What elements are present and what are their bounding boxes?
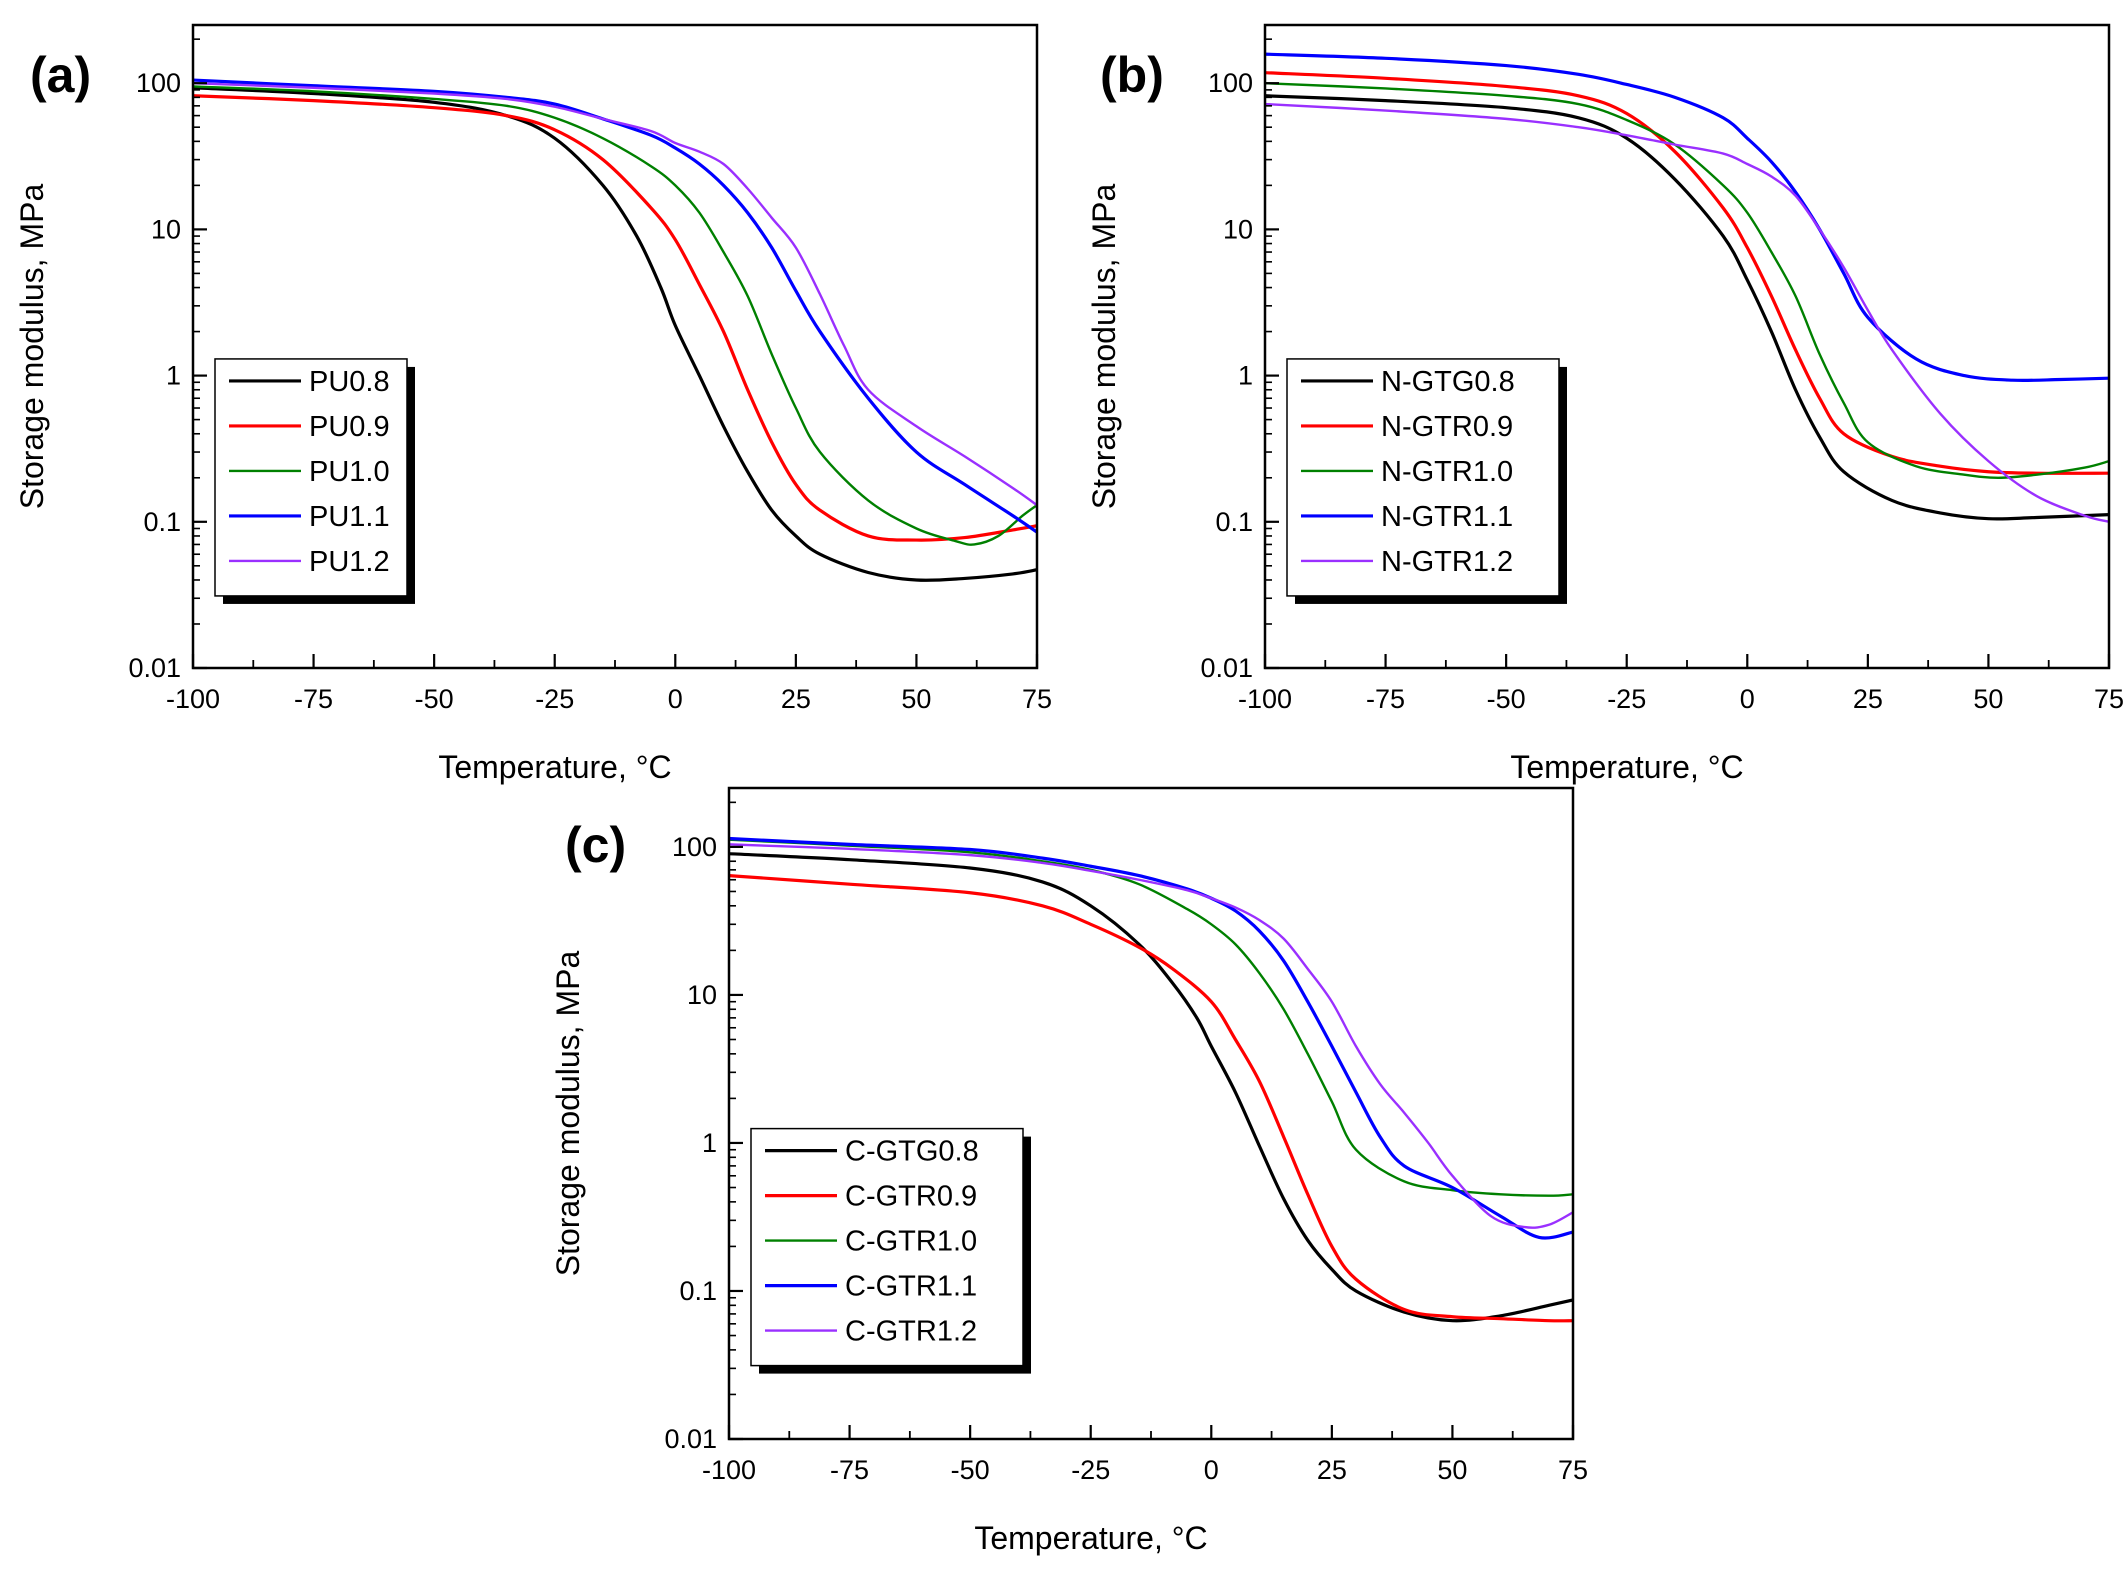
x-tick-label: -75	[830, 1455, 869, 1485]
x-tick-label: 25	[781, 684, 811, 714]
y-axis-title: Storage modulus, MPa	[14, 184, 50, 510]
series-line-pu1-2	[193, 81, 1037, 507]
y-tick-label: 0.1	[143, 507, 181, 537]
x-tick-label: -50	[415, 684, 454, 714]
legend: C-GTG0.8 C-GTR0.9 C-GTR1.0 C-GTR1.1 C-GTR1.2	[750, 1127, 1031, 1374]
y-tick-label: 1	[166, 361, 181, 391]
legend-box	[1286, 358, 1560, 597]
legend: PU0.8 PU0.9 PU1.0 PU1.1 PU1.2	[214, 358, 415, 604]
x-tick-label: -25	[1607, 684, 1646, 714]
y-tick-label: 10	[1223, 214, 1253, 244]
legend-label: C-GTR1.0	[845, 1226, 977, 1258]
y-tick-label: 100	[672, 832, 717, 862]
panel-b: -100 -75 -50 -25 0 25 50 75 0.01 0.1 1 10 100 Tempera…	[1086, 23, 2124, 785]
x-tick-label: -75	[1366, 684, 1405, 714]
x-tick-label: 0	[1740, 684, 1755, 714]
x-tick-label: 75	[2094, 684, 2124, 714]
x-tick-label: 50	[901, 684, 931, 714]
y-tick-label: 0.01	[1200, 653, 1253, 683]
x-tick-label: 25	[1853, 684, 1883, 714]
series-line-c-gtr1-0	[729, 838, 1573, 1197]
x-tick-label: 50	[1973, 684, 2003, 714]
series-line-n-gtg0-8	[1265, 94, 2109, 521]
x-tick-label: 25	[1317, 1455, 1347, 1485]
curves	[729, 836, 1573, 1323]
series-line-n-gtr1-2	[1265, 102, 2109, 523]
series-line-pu0-9	[193, 94, 1037, 542]
legend-label: N-GTR1.1	[1381, 501, 1513, 533]
legend-box	[214, 358, 408, 597]
legend: N-GTG0.8 N-GTR0.9 N-GTR1.0 N-GTR1.1 N-GTR1.2	[1286, 358, 1567, 604]
legend-label: PU0.9	[309, 411, 390, 443]
x-tick-label: -50	[951, 1455, 990, 1485]
series-line-pu1-0	[193, 85, 1037, 546]
legend-box	[750, 1127, 1024, 1367]
panel-a: -100 -75 -50 -25 0 25 50 75 0.01 0.1 1 10 100 Tempera…	[14, 23, 1052, 785]
y-axis-title: Storage modulus, MPa	[1086, 184, 1122, 510]
x-tick-label: 50	[1437, 1455, 1467, 1485]
legend-label: PU1.1	[309, 501, 390, 533]
legend-label: N-GTR1.0	[1381, 456, 1513, 488]
y-tick-label: 0.01	[664, 1424, 717, 1454]
y-tick-label: 1	[1238, 361, 1253, 391]
series-line-n-gtr1-0	[1265, 81, 2109, 479]
legend-label: N-GTR0.9	[1381, 411, 1513, 443]
series-line-c-gtr0-9	[729, 873, 1573, 1323]
legend-label: N-GTG0.8	[1381, 366, 1515, 398]
x-tick-label: -75	[294, 684, 333, 714]
x-tick-label: 0	[668, 684, 683, 714]
y-axis-title: Storage modulus, MPa	[550, 951, 586, 1277]
y-tick-label: 0.1	[1215, 507, 1253, 537]
panel-letter: (a)	[30, 47, 91, 103]
series-line-pu1-1	[193, 78, 1037, 534]
y-tick-label: 100	[136, 68, 181, 98]
legend-label: PU1.2	[309, 546, 390, 578]
curves	[193, 78, 1037, 582]
series-line-n-gtr1-1	[1265, 52, 2109, 383]
series-line-pu0-8	[193, 86, 1037, 582]
curves	[1265, 52, 2109, 523]
x-axis-title: Temperature, °C	[974, 1520, 1207, 1556]
y-tick-label: 10	[151, 214, 181, 244]
legend-label: PU1.0	[309, 456, 390, 488]
y-tick-label: 10	[687, 980, 717, 1010]
x-tick-label: -100	[166, 684, 220, 714]
x-tick-label: -25	[1071, 1455, 1110, 1485]
x-tick-label: -25	[535, 684, 574, 714]
x-tick-label: -100	[1238, 684, 1292, 714]
y-tick-label: 0.01	[128, 653, 181, 683]
y-tick-label: 100	[1208, 68, 1253, 98]
legend-label: C-GTR0.9	[845, 1181, 977, 1213]
series-line-n-gtr0-9	[1265, 71, 2109, 475]
x-tick-label: 75	[1558, 1455, 1588, 1485]
series-line-c-gtr1-2	[729, 843, 1573, 1229]
x-axis-title: Temperature, °C	[1510, 749, 1743, 785]
series-line-c-gtr1-1	[729, 836, 1573, 1240]
legend-label: C-GTR1.1	[845, 1271, 977, 1303]
x-tick-label: 75	[1022, 684, 1052, 714]
legend-label: C-GTG0.8	[845, 1136, 979, 1168]
x-tick-label: -50	[1487, 684, 1526, 714]
x-axis-title: Temperature, °C	[438, 749, 671, 785]
x-tick-label: -100	[702, 1455, 756, 1485]
y-tick-label: 0.1	[679, 1276, 717, 1306]
legend-label: PU0.8	[309, 366, 390, 398]
series-line-c-gtg0-8	[729, 852, 1573, 1323]
x-tick-label: 0	[1204, 1455, 1219, 1485]
legend-label: C-GTR1.2	[845, 1316, 977, 1348]
y-tick-label: 1	[702, 1128, 717, 1158]
panel-letter: (c)	[565, 817, 626, 873]
panel-c: -100 -75 -50 -25 0 25 50 75 0.01 0.1 1 10 100 Tempera…	[550, 786, 1588, 1556]
legend-label: N-GTR1.2	[1381, 546, 1513, 578]
panel-letter: (b)	[1100, 47, 1164, 103]
